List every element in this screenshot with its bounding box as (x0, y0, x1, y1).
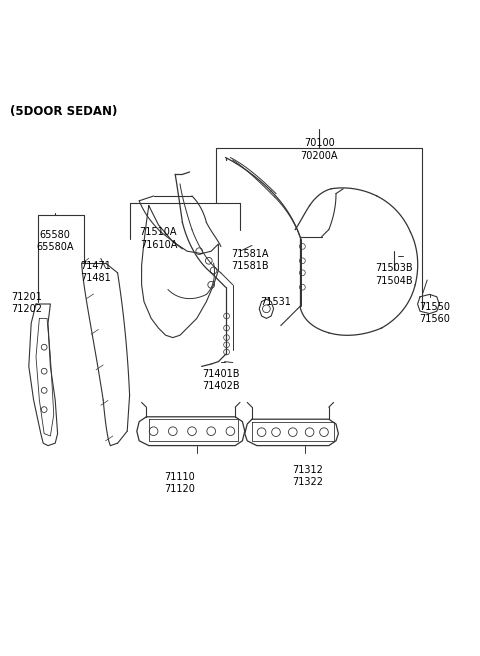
Text: 71312
71322: 71312 71322 (292, 465, 323, 487)
Text: (5DOOR SEDAN): (5DOOR SEDAN) (10, 105, 117, 118)
Text: 71531: 71531 (261, 297, 291, 307)
Text: 71503B
71504B: 71503B 71504B (375, 263, 412, 285)
Text: 70100
70200A: 70100 70200A (300, 138, 338, 161)
Text: 71510A
71610A: 71510A 71610A (140, 227, 177, 249)
Text: 71581A
71581B: 71581A 71581B (231, 249, 268, 271)
Text: 71201
71202: 71201 71202 (11, 292, 42, 314)
Text: 65580
65580A: 65580 65580A (36, 230, 74, 252)
Text: 71550
71560: 71550 71560 (419, 302, 450, 324)
Text: 71110
71120: 71110 71120 (165, 472, 195, 495)
Text: 71401B
71402B: 71401B 71402B (202, 369, 240, 391)
Text: 71471
71481: 71471 71481 (81, 261, 111, 283)
